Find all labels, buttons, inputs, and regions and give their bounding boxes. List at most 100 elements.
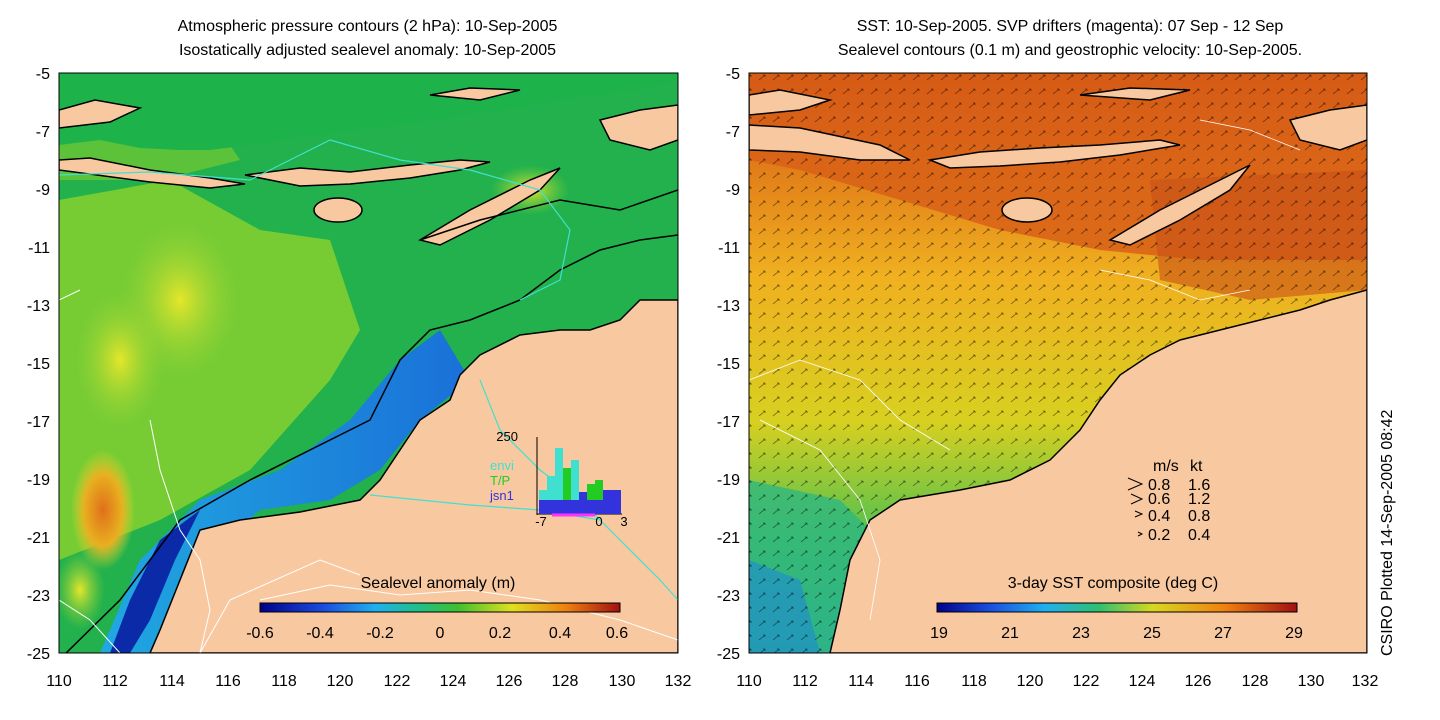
x-tick-label: 128 — [1242, 673, 1269, 690]
colorbar-label: 29 — [1285, 625, 1303, 642]
plot-credit: CSIRO Plotted 14-Sep-2005 08:42 — [1379, 410, 1396, 656]
x-tick-label: 110 — [46, 673, 72, 690]
x-tick-label: 132 — [1352, 673, 1379, 690]
x-tick-label: 114 — [848, 673, 874, 690]
colorbar-label: 27 — [1214, 625, 1232, 642]
y-tick-label: -19 — [717, 472, 740, 489]
right-map: -5 -7 -9 -11 -13 -15 -17 -19 -21 -23 -25… — [717, 66, 1396, 690]
y-tick-label: -15 — [27, 356, 50, 373]
y-tick-label: -19 — [27, 472, 50, 489]
colorbar-label: 0.2 — [489, 625, 511, 642]
y-tick-label: -17 — [27, 414, 50, 431]
y-tick-label: -17 — [717, 414, 740, 431]
colorbar-label: -0.2 — [366, 625, 394, 642]
x-tick-label: 112 — [792, 673, 818, 690]
colorbar-label: 0.6 — [606, 625, 628, 642]
x-tick-label: 128 — [552, 673, 579, 690]
colorbar-label: 0.4 — [549, 625, 571, 642]
y-tick-label: -21 — [717, 530, 740, 547]
arrow-icon — [1137, 531, 1144, 537]
inset-x-label: -7 — [535, 514, 547, 529]
inset-bar — [595, 480, 603, 514]
x-tick-label: 120 — [1017, 673, 1044, 690]
y-tick-label: -7 — [36, 124, 50, 141]
legend-ms: 0.2 — [1148, 527, 1170, 544]
legend-kt: 0.8 — [1188, 508, 1210, 525]
inset-x-label: 0 — [595, 514, 602, 529]
inset-y-label: 250 — [496, 429, 518, 444]
x-tick-label: 122 — [1073, 673, 1100, 690]
y-tick-label: -25 — [27, 646, 50, 663]
x-tick-label: 130 — [1298, 673, 1325, 690]
colorbar-label: 0 — [436, 625, 445, 642]
y-tick-label: -9 — [36, 182, 50, 199]
y-tick-label: -11 — [718, 240, 740, 257]
y-tick-label: -9 — [726, 182, 740, 199]
x-tick-label: 110 — [736, 673, 762, 690]
y-tick-label: -23 — [717, 588, 740, 605]
left-x-axis: 110 112 114 116 118 120 122 124 126 128 … — [46, 673, 691, 690]
y-tick-label: -15 — [717, 356, 740, 373]
right-colorbar-title: 3-day SST composite (deg C) — [1008, 575, 1218, 592]
x-tick-label: 124 — [440, 673, 467, 690]
colorbar-label: 23 — [1072, 625, 1090, 642]
x-tick-label: 114 — [159, 673, 185, 690]
legend-header-kt: kt — [1190, 458, 1203, 475]
x-tick-label: 124 — [1129, 673, 1156, 690]
y-tick-label: -21 — [27, 530, 50, 547]
arrow-icon — [1130, 493, 1144, 505]
y-tick-label: -23 — [27, 588, 50, 605]
colorbar-label: 21 — [1001, 625, 1019, 642]
right-y-axis: -5 -7 -9 -11 -13 -15 -17 -19 -21 -23 -25 — [717, 66, 740, 663]
inset-bar — [547, 476, 555, 514]
left-colorbar-title: Sealevel anomaly (m) — [361, 575, 516, 592]
y-tick-label: -5 — [36, 66, 50, 83]
arrow-icon — [1134, 510, 1144, 518]
velocity-legend: m/s kt 0.8 1.6 0.6 1.2 0.4 0.8 0.2 0.4 — [1127, 458, 1210, 544]
legend-ms: 0.4 — [1148, 508, 1170, 525]
legend-envi: envi — [490, 458, 514, 473]
y-tick-label: -11 — [28, 240, 50, 257]
inset-bar — [555, 448, 563, 514]
legend-tp: T/P — [490, 473, 510, 488]
y-tick-label: -7 — [726, 124, 740, 141]
right-colorbar — [936, 602, 1298, 613]
right-x-axis: 110 112 114 116 118 120 122 124 126 128 … — [736, 673, 1378, 690]
inset-bar — [587, 484, 595, 514]
y-tick-label: -25 — [717, 646, 740, 663]
left-title-line1: Atmospheric pressure contours (2 hPa): 1… — [177, 18, 558, 35]
x-tick-label: 112 — [102, 673, 128, 690]
legend-jsn1: jsn1 — [489, 488, 514, 503]
y-tick-label: -13 — [717, 298, 740, 315]
colorbar-label: -0.4 — [306, 625, 334, 642]
legend-kt: 0.4 — [1188, 527, 1210, 544]
x-tick-label: 118 — [271, 673, 297, 690]
left-title-line2: Isostatically adjusted sealevel anomaly:… — [178, 42, 557, 59]
legend-ms: 0.8 — [1148, 477, 1170, 494]
x-tick-label: 132 — [665, 673, 692, 690]
colorbar-label: -0.6 — [246, 625, 274, 642]
right-title-line2: Sealevel contours (0.1 m) and geostrophi… — [837, 42, 1303, 59]
x-tick-label: 118 — [961, 673, 987, 690]
right-title-line1: SST: 10-Sep-2005. SVP drifters (magenta)… — [856, 18, 1284, 35]
y-tick-label: -5 — [726, 66, 740, 83]
inset-x-label: 3 — [620, 514, 627, 529]
x-tick-label: 116 — [215, 673, 241, 690]
arrow-icon — [1127, 477, 1144, 491]
legend-header-ms: m/s — [1153, 458, 1179, 475]
colorbar-label: 25 — [1143, 625, 1161, 642]
altimeter-inset: 250 -7 0 3 envi T/P jsn1 — [489, 429, 628, 529]
y-tick-label: -13 — [27, 298, 50, 315]
inset-bar — [563, 468, 571, 514]
left-map: -5 -7 -9 -11 -13 -15 -17 -19 -21 -23 -25… — [27, 66, 692, 690]
legend-kt: 1.6 — [1188, 477, 1210, 494]
x-tick-label: 120 — [327, 673, 354, 690]
colorbar-label: 19 — [930, 625, 948, 642]
x-tick-label: 130 — [609, 673, 636, 690]
left-colorbar — [259, 602, 621, 613]
inset-bar — [571, 460, 579, 514]
x-tick-label: 126 — [496, 673, 523, 690]
left-y-axis: -5 -7 -9 -11 -13 -15 -17 -19 -21 -23 -25 — [27, 66, 50, 663]
legend-ms: 0.6 — [1148, 491, 1170, 508]
x-tick-label: 126 — [1185, 673, 1212, 690]
